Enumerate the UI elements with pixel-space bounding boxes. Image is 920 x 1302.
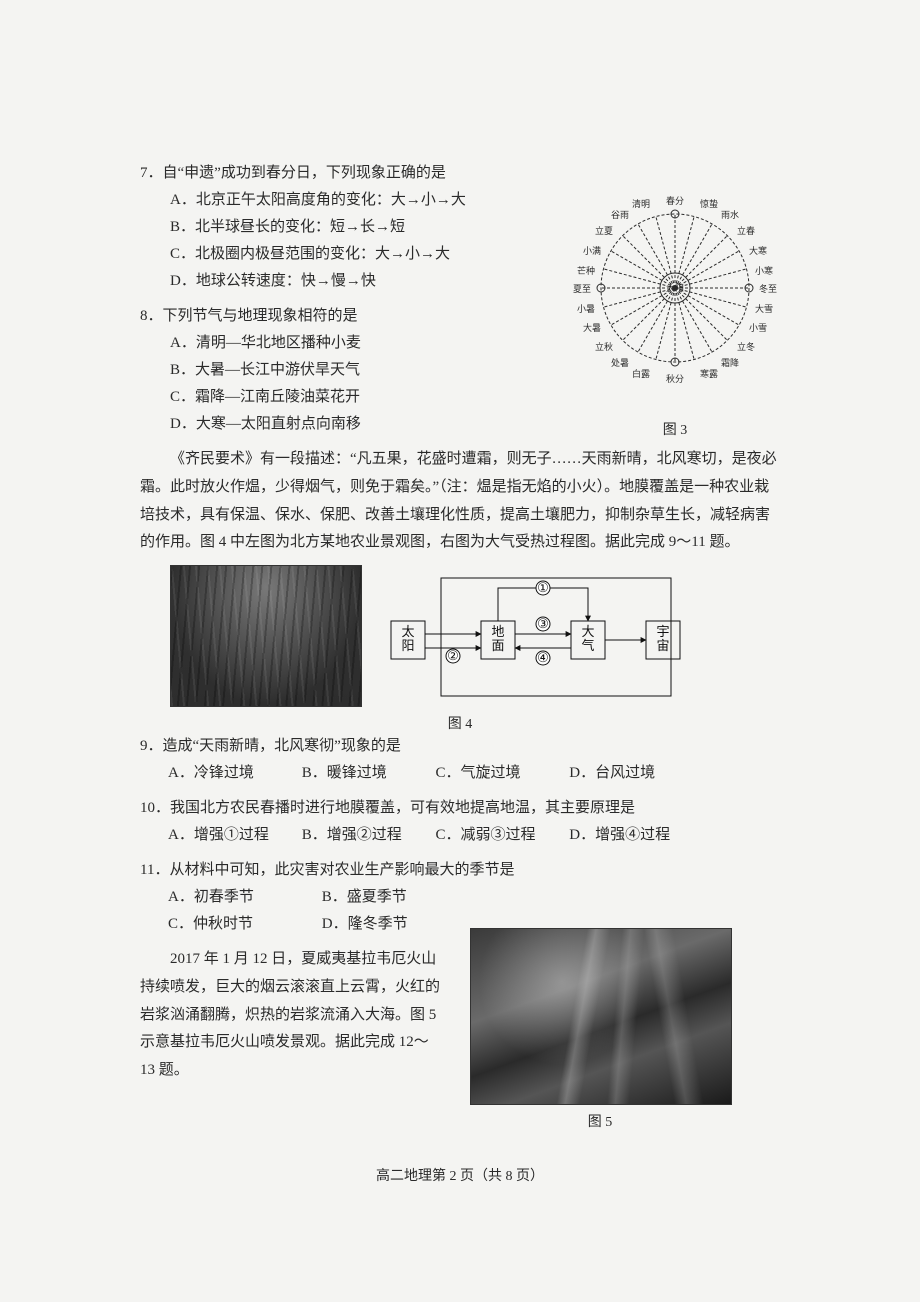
- heat-process-diagram: 太 阳 地 面 大 气 宇 宙 ① ② ③ ④: [386, 566, 686, 706]
- q9-option-c[interactable]: C．气旋过境: [436, 760, 566, 787]
- passage-qimin: 《齐民要术》有一段描述：“凡五果，花盛时遭霜，则无子……天雨新晴，北风寒切，是夜…: [140, 446, 780, 557]
- q7-option-c[interactable]: C．北极圈内极昼范围的变化：大→小→大: [170, 241, 520, 268]
- svg-text:地: 地: [491, 624, 504, 639]
- svg-text:④: ④: [537, 650, 549, 665]
- q8-option-b[interactable]: B．大暑—长江中游伏旱天气: [170, 357, 520, 384]
- svg-text:阳: 阳: [401, 638, 414, 653]
- q8-option-a[interactable]: A．清明—华北地区播种小麦: [170, 330, 520, 357]
- q11-stem: 11．从材料中可知，此灾害对农业生产影响最大的季节是: [140, 857, 780, 884]
- svg-text:太: 太: [401, 624, 414, 639]
- passage-volcano: 2017 年 1 月 12 日，夏威夷基拉韦厄火山持续喷发，巨大的烟云滚滚直上云…: [140, 946, 440, 1085]
- q10-option-c[interactable]: C．减弱③过程: [436, 822, 566, 849]
- svg-text:宇: 宇: [656, 624, 669, 639]
- q8-stem: 8．下列节气与地理现象相符的是: [140, 308, 358, 324]
- q8-option-c[interactable]: C．霜降—江南丘陵油菜花开: [170, 384, 520, 411]
- figure-4: 太 阳 地 面 大 气 宇 宙 ① ② ③ ④: [170, 565, 780, 707]
- q7-option-b[interactable]: B．北半球昼长的变化：短→长→短: [170, 214, 520, 241]
- fig5-caption: 图 5: [470, 1111, 730, 1131]
- q9-option-a[interactable]: A．冷锋过境: [168, 760, 298, 787]
- q11-option-a[interactable]: A．初春季节: [168, 884, 318, 911]
- svg-text:②: ②: [447, 648, 459, 663]
- svg-text:大: 大: [581, 624, 594, 639]
- q8-option-d[interactable]: D．大寒—太阳直射点向南移: [170, 411, 520, 438]
- svg-text:①: ①: [537, 580, 549, 595]
- q7-stem: 7．自“申遗”成功到春分日，下列现象正确的是: [140, 165, 446, 181]
- q10-option-b[interactable]: B．增强②过程: [302, 822, 432, 849]
- fig4-caption: 图 4: [140, 713, 780, 733]
- svg-text:③: ③: [537, 616, 549, 631]
- q7-option-d[interactable]: D．地球公转速度：快→慢→快: [170, 268, 520, 295]
- svg-text:面: 面: [491, 638, 504, 653]
- q10-option-a[interactable]: A．增强①过程: [168, 822, 298, 849]
- q9-option-d[interactable]: D．台风过境: [569, 760, 699, 787]
- svg-text:宙: 宙: [656, 638, 669, 653]
- svg-text:气: 气: [581, 638, 594, 653]
- q10-stem: 10．我国北方农民春播时进行地膜覆盖，可有效地提高地温，其主要原理是: [140, 795, 780, 822]
- q9-stem: 9．造成“天雨新晴，北风寒彻”现象的是: [140, 733, 780, 760]
- page-footer: 高二地理第 2 页（共 8 页）: [0, 1165, 920, 1185]
- mulch-photo: [170, 565, 362, 707]
- q11-option-b[interactable]: B．盛夏季节: [322, 884, 472, 911]
- q9-option-b[interactable]: B．暖锋过境: [302, 760, 432, 787]
- q10-option-d[interactable]: D．增强④过程: [569, 822, 699, 849]
- q11-option-d[interactable]: D．隆冬季节: [322, 911, 472, 938]
- q7-option-a[interactable]: A．北京正午太阳高度角的变化：大→小→大: [170, 187, 520, 214]
- q11-option-c[interactable]: C．仲秋时节: [168, 911, 318, 938]
